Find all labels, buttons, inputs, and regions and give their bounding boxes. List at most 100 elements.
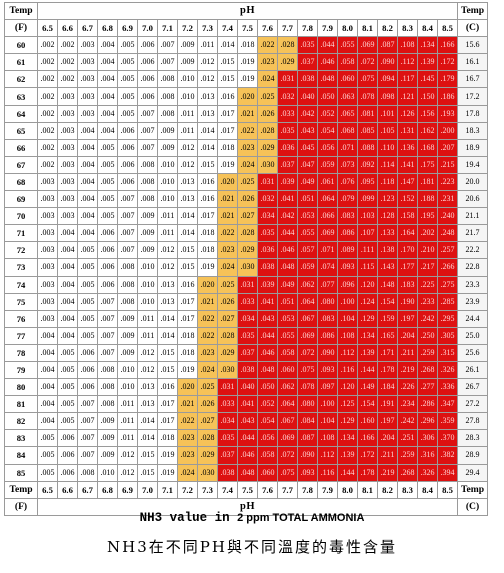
nh3-value-cell: .131 (397, 121, 418, 140)
nh3-value-cell: .104 (317, 412, 338, 431)
nh3-value-cell: .011 (137, 309, 158, 328)
nh3-value-cell: .012 (197, 70, 218, 89)
nh3-value-cell: .004 (77, 138, 98, 157)
nh3-value-cell: .054 (257, 412, 278, 431)
temp-f-cell: 73 (4, 258, 38, 277)
nh3-value-cell: .038 (297, 70, 318, 89)
nh3-value-cell: .023 (237, 138, 258, 157)
nh3-value-cell: .003 (37, 241, 58, 260)
nh3-value-cell: .074 (317, 258, 338, 277)
nh3-value-cell: .014 (137, 412, 158, 431)
nh3-value-cell: .055 (297, 224, 318, 243)
nh3-value-cell: .134 (357, 326, 378, 345)
nh3-value-cell: .023 (177, 446, 198, 465)
nh3-value-cell: .015 (197, 155, 218, 174)
nh3-value-cell: .027 (217, 309, 238, 328)
nh3-value-cell: .050 (257, 378, 278, 397)
nh3-value-cell: .004 (57, 224, 78, 243)
nh3-value-cell: .019 (177, 360, 198, 380)
nh3-value-cell: .020 (237, 87, 258, 106)
temp-c-cell: 18.3 (457, 121, 488, 140)
nh3-value-cell: .007 (117, 207, 138, 226)
table-row: 79.004.005.006.008.010.012.015.019.024.0… (4, 360, 488, 380)
nh3-value-cell: .030 (217, 360, 238, 380)
nh3-value-cell: .168 (417, 138, 438, 157)
nh3-value-cell: .015 (217, 53, 238, 72)
ph-column-header: 7.3 (197, 480, 218, 499)
nh3-value-cell: .250 (417, 326, 438, 345)
nh3-value-cell: .016 (177, 275, 198, 294)
nh3-value-cell: .033 (277, 104, 298, 123)
nh3-value-cell: .014 (197, 138, 218, 157)
ph-column-header: 6.6 (57, 480, 78, 499)
nh3-value-cell: .055 (277, 326, 298, 345)
nh3-value-cell: .006 (57, 446, 78, 465)
nh3-value-cell: .193 (437, 104, 458, 123)
nh3-value-cell: .016 (217, 87, 238, 106)
nh3-value-cell: .006 (77, 343, 98, 362)
nh3-value-cell: .037 (297, 53, 318, 72)
nh3-value-cell: .032 (257, 190, 278, 209)
nh3-value-cell: .080 (317, 292, 338, 311)
header-row-top: Temp pH Temp (4, 1, 488, 21)
nh3-value-cell: .306 (417, 429, 438, 448)
temp-f-cell: 75 (4, 292, 38, 311)
nh3-value-cell: .147 (397, 172, 418, 192)
nh3-value-cell: .012 (137, 343, 158, 362)
nh3-value-cell: .011 (197, 36, 218, 55)
nh3-value-cell: .090 (297, 446, 318, 465)
ph-column-header: 7.2 (177, 19, 198, 38)
nh3-value-cell: .007 (97, 343, 118, 362)
table-row: 77.004.004.005.007.009.011.014.018.022.0… (4, 326, 488, 345)
nh3-value-cell: .040 (297, 87, 318, 106)
nh3-value-cell: .002 (57, 36, 78, 55)
nh3-value-cell: .200 (437, 121, 458, 140)
nh3-value-cell: .028 (217, 326, 238, 345)
nh3-value-cell: .006 (137, 36, 158, 55)
nh3-value-cell: .054 (317, 121, 338, 140)
temp-f-cell: 85 (4, 463, 38, 482)
nh3-value-cell: .110 (377, 138, 398, 157)
nh3-value-cell: .259 (417, 343, 438, 362)
nh3-value-cell: .012 (197, 53, 218, 72)
nh3-value-cell: .004 (77, 207, 98, 226)
nh3-value-cell: .126 (397, 104, 418, 123)
temp-c-cell: 28.3 (457, 429, 488, 448)
nh3-value-cell: .006 (117, 155, 138, 174)
nh3-value-cell: .125 (337, 395, 358, 414)
nh3-value-cell: .003 (57, 138, 78, 157)
nh3-value-cell: .033 (217, 395, 238, 414)
nh3-value-cell: .108 (397, 36, 418, 55)
nh3-value-cell: .139 (357, 343, 378, 362)
nh3-value-cell: .060 (277, 360, 298, 380)
nh3-value-cell: .005 (57, 412, 78, 431)
nh3-value-cell: .093 (297, 463, 318, 482)
temp-f-cell: 76 (4, 309, 38, 328)
nh3-value-cell: .010 (137, 292, 158, 311)
nh3-value-cell: .044 (237, 429, 258, 448)
nh3-value-cell: .101 (377, 104, 398, 123)
temp-f-cell: 66 (4, 138, 38, 157)
nh3-value-cell: .108 (317, 429, 338, 448)
table-row: 61.002.002.003.004.005.006.007.009.012.0… (4, 53, 488, 72)
nh3-value-cell: .382 (437, 446, 458, 465)
nh3-value-cell: .170 (397, 241, 418, 260)
nh3-value-cell: .036 (257, 241, 278, 260)
nh3-value-cell: .079 (337, 190, 358, 209)
nh3-value-cell: .094 (377, 70, 398, 89)
nh3-value-cell: .005 (97, 207, 118, 226)
nh3-value-cell: .096 (337, 275, 358, 294)
nh3-value-cell: .266 (437, 258, 458, 277)
nh3-value-cell: .005 (117, 104, 138, 123)
nh3-value-cell: .112 (397, 53, 418, 72)
nh3-value-cell: .099 (357, 190, 378, 209)
nh3-value-cell: .150 (417, 87, 438, 106)
nh3-value-cell: .031 (217, 378, 238, 397)
temp-c-cell: 25.6 (457, 343, 488, 362)
nh3-value-cell: .048 (277, 258, 298, 277)
nh3-value-cell: .075 (357, 70, 378, 89)
nh3-value-cell: .007 (117, 224, 138, 243)
nh3-value-cell: .078 (297, 378, 318, 397)
nh3-value-cell: .160 (357, 412, 378, 431)
ph-column-header: 7.7 (277, 19, 298, 38)
